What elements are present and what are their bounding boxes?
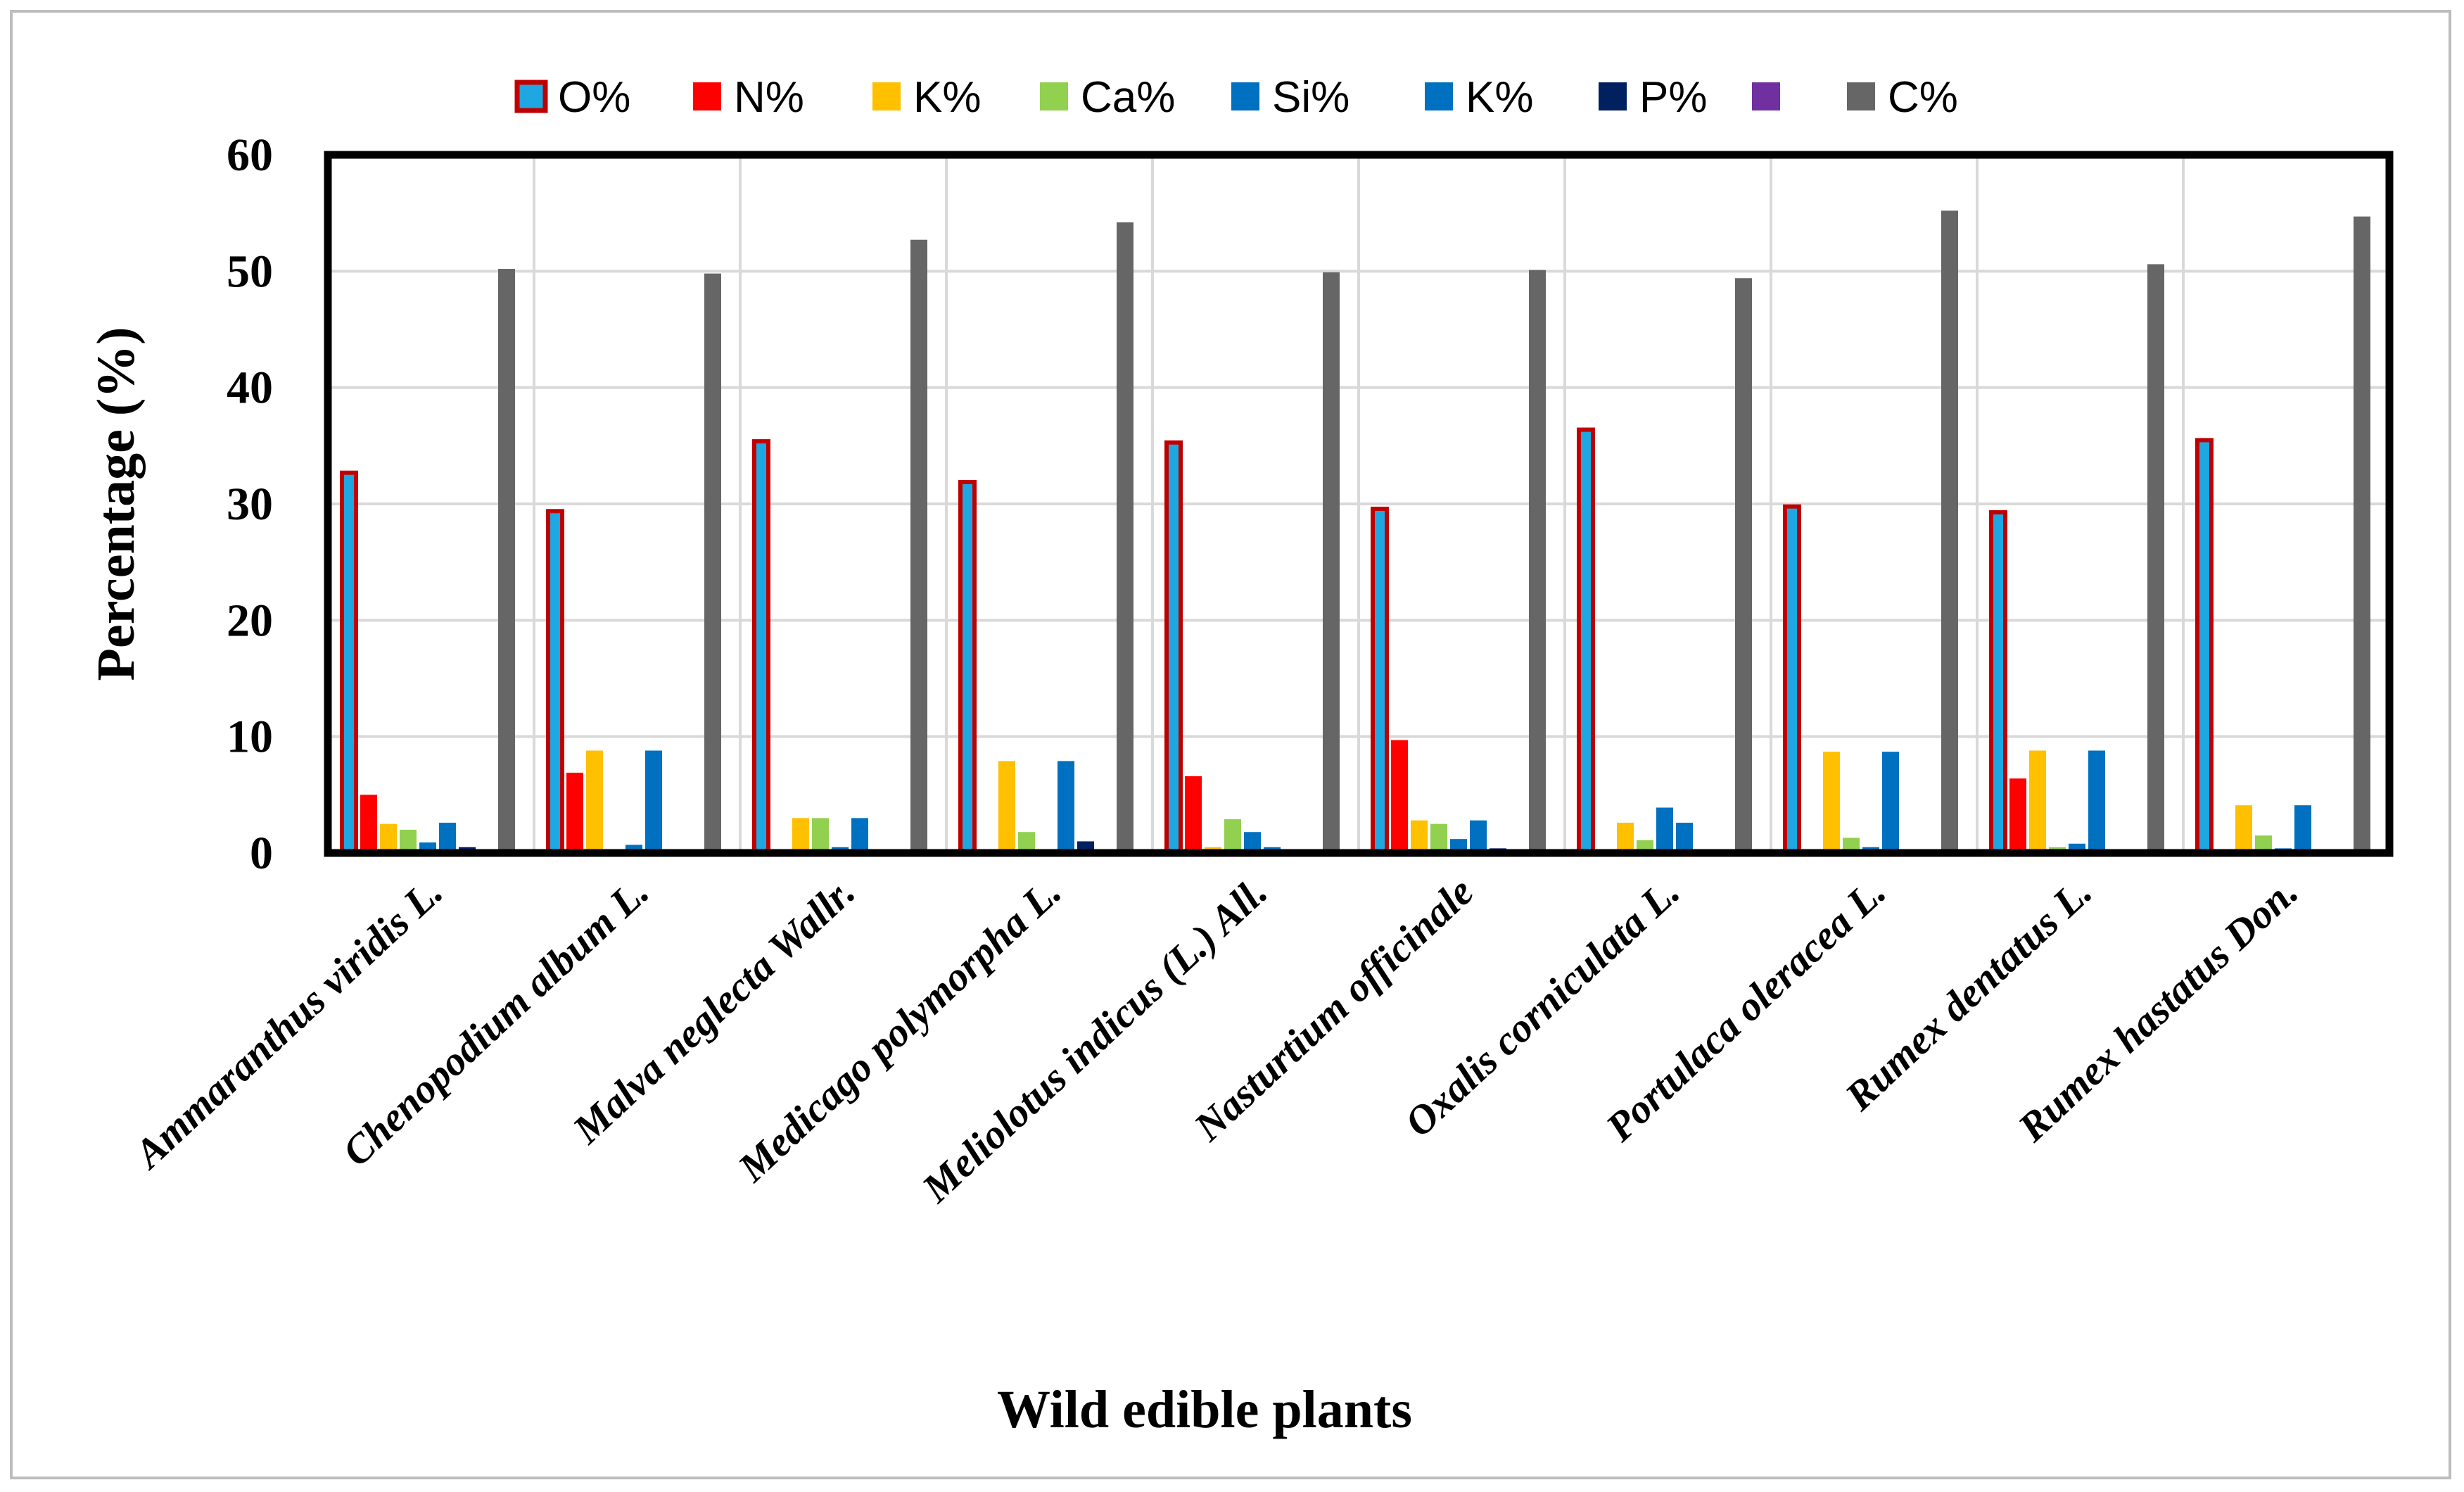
legend-swatch-8[interactable]: [1847, 82, 1875, 110]
legend-label-0[interactable]: O%: [558, 73, 630, 122]
legend-swatch-3[interactable]: [1040, 82, 1068, 110]
y-tick-label: 10: [227, 712, 273, 763]
bar-kpct-0: [439, 823, 456, 853]
bar-opct-8: [1989, 510, 2007, 855]
bar-kpct-8: [2029, 750, 2046, 853]
x-axis-title: Wild edible plants: [997, 1380, 1412, 1439]
bar-kpct-2: [792, 818, 809, 853]
y-tick-label: 20: [227, 595, 273, 646]
bar-opct-6: [1577, 427, 1595, 855]
bar-cpct-0: [498, 269, 515, 853]
bar-npct-1: [566, 772, 583, 853]
bar-sipct-6: [1656, 807, 1673, 853]
bar-kpct-5: [1411, 820, 1428, 853]
bar-opct-1: [546, 509, 564, 855]
bar-cpct-5: [1529, 270, 1546, 853]
x-axis-categories: Ammaranthus viridis L.Chenopodium album …: [124, 868, 2306, 1211]
bar-cpct-2: [910, 239, 927, 853]
bar-kpct-1: [645, 750, 662, 853]
bar-opct-3: [958, 479, 977, 855]
bar-capct-4: [1224, 819, 1241, 853]
y-tick-label: 30: [227, 479, 273, 530]
bar-npct-4: [1185, 776, 1202, 853]
bar-opct-7: [1783, 504, 1801, 855]
y-tick-label: 60: [227, 129, 273, 181]
legend[interactable]: O% N% K% Ca% Si% K% P% C%: [514, 73, 1958, 122]
legend-label-1[interactable]: N%: [734, 73, 804, 122]
bar-cpct-9: [2354, 216, 2370, 853]
bar-kpct-7: [1882, 752, 1899, 853]
legend-label-4[interactable]: Si%: [1272, 73, 1350, 122]
legend-swatch-0[interactable]: [514, 80, 548, 113]
bar-cpct-4: [1323, 272, 1340, 853]
y-tick-label: 50: [227, 246, 273, 297]
bar-opct-9: [2195, 438, 2214, 855]
x-category-label: Meliolotus indicus (L.) All.: [913, 868, 1276, 1211]
bar-kpct-2: [851, 818, 868, 853]
bar-kpct-5: [1470, 820, 1487, 853]
bar-kpct-8: [2088, 750, 2105, 853]
bars: [340, 210, 2370, 856]
gridlines: [328, 153, 2389, 854]
bar-cpct-7: [1941, 210, 1958, 853]
legend-swatch-5[interactable]: [1425, 82, 1453, 110]
bar-kpct-1: [586, 750, 603, 853]
bar-kpct-6: [1676, 823, 1693, 853]
bar-npct-0: [360, 795, 377, 853]
bar-opct-4: [1164, 440, 1183, 855]
bar-capct-2: [812, 818, 829, 853]
legend-label-6[interactable]: P%: [1639, 73, 1707, 122]
bar-kpct-9: [2235, 805, 2252, 853]
bar-cpct-3: [1117, 222, 1133, 854]
legend-label-3[interactable]: Ca%: [1081, 73, 1175, 122]
bar-capct-0: [400, 829, 417, 853]
bar-opct-5: [1371, 506, 1389, 856]
bar-kpct-7: [1823, 752, 1840, 853]
bar-cpct-8: [2147, 264, 2164, 853]
bar-opct-0: [340, 470, 358, 855]
legend-swatch-7[interactable]: [1752, 82, 1780, 110]
bar-kpct-0: [380, 823, 397, 853]
bar-cpct-1: [704, 273, 721, 853]
chart-frame: [10, 10, 2451, 1479]
y-tick-label: 40: [227, 362, 273, 414]
bar-opct-2: [752, 439, 770, 855]
legend-label-8[interactable]: C%: [1888, 73, 1958, 122]
bar-kpct-3: [1058, 761, 1074, 853]
legend-swatch-2[interactable]: [872, 82, 901, 110]
bar-npct-8: [2009, 778, 2026, 853]
legend-label-2[interactable]: K%: [913, 73, 981, 122]
legend-swatch-1[interactable]: [693, 82, 721, 110]
y-axis-ticks: 0 10 20 30 40 50 60: [227, 129, 273, 879]
bar-sipct-1: [625, 845, 642, 853]
bar-kpct-9: [2294, 805, 2311, 853]
y-axis-title: Percentage (%): [87, 327, 146, 681]
bar-capct-5: [1430, 823, 1447, 853]
bar-kpct-3: [998, 761, 1015, 853]
bar-npct-5: [1391, 740, 1408, 853]
legend-swatch-4[interactable]: [1231, 82, 1259, 110]
legend-swatch-6[interactable]: [1599, 82, 1627, 110]
legend-label-5[interactable]: K%: [1466, 73, 1533, 122]
plot-area-border: [324, 151, 2394, 857]
bar-kpct-6: [1617, 823, 1634, 853]
bar-cpct-6: [1735, 278, 1752, 854]
y-tick-label: 0: [250, 828, 273, 879]
